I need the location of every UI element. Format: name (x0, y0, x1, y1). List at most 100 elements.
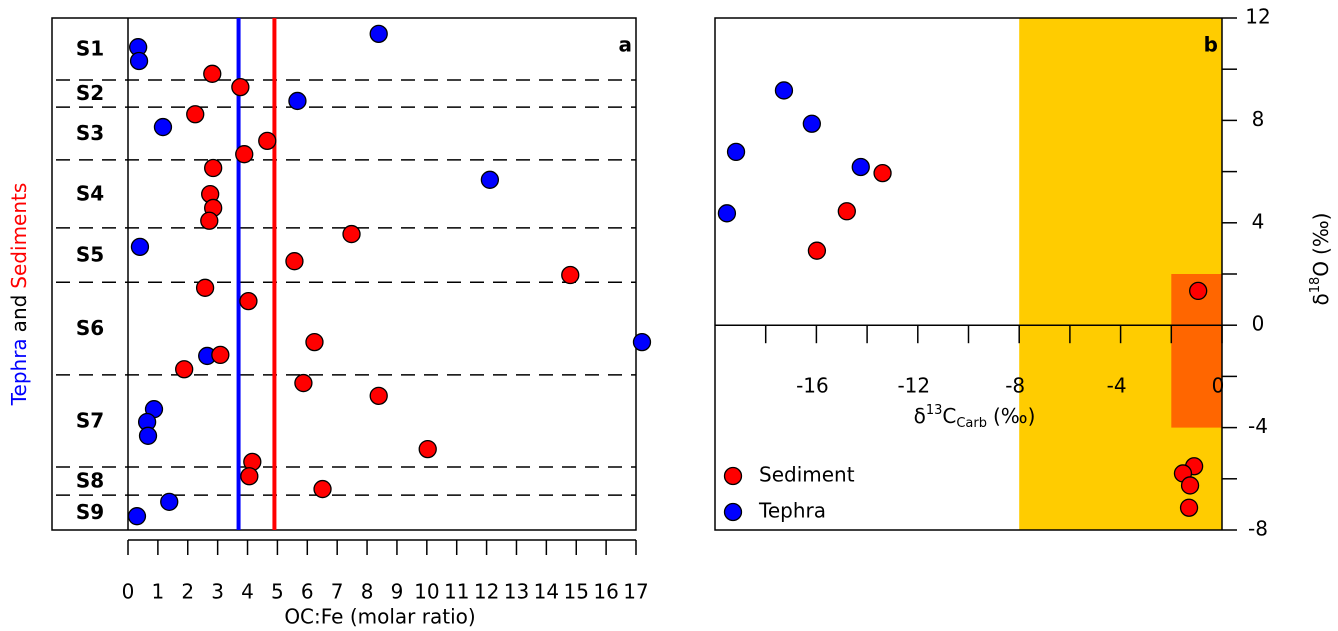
x-tick-label: 16 (593, 580, 618, 604)
axis-label-part: (‰) (1309, 213, 1333, 255)
section-label: S6 (76, 316, 104, 340)
x-tick-label: 17 (623, 580, 648, 604)
axis-label: δ13CCarb (‰) (914, 403, 1036, 431)
x-tick-label: 15 (564, 580, 589, 604)
y-tick-label: -4 (1248, 414, 1268, 438)
data-point (802, 114, 821, 133)
data-point (285, 252, 304, 271)
data-point (369, 386, 388, 406)
data-point (717, 204, 737, 223)
section-label: S1 (76, 36, 104, 60)
data-point (160, 492, 179, 511)
y-axis-label: Tephra and Sediments (7, 183, 31, 407)
data-point (632, 332, 652, 352)
section-label: S4 (76, 181, 104, 205)
y-axis-label-part: Sediments (7, 183, 31, 289)
section-label: S7 (76, 408, 104, 432)
x-tick-label: 2 (181, 580, 194, 604)
x-tick-label: 8 (361, 580, 374, 604)
section-label: S3 (76, 121, 104, 145)
x-tick-label: 4 (241, 580, 254, 604)
data-point (873, 163, 892, 183)
x-tick-label: 0 (1212, 374, 1225, 398)
data-point (129, 51, 149, 71)
data-point (305, 332, 324, 352)
y-tick-label: 0 (1252, 312, 1265, 336)
axis-label-sub: Carb (956, 416, 987, 431)
data-point (807, 241, 827, 260)
y-axis-label-part: Tephra (7, 338, 31, 406)
x-tick-label: 0 (122, 580, 135, 604)
data-point (203, 64, 222, 83)
y-tick-label: 8 (1252, 107, 1265, 131)
axis-label-part: δ (1309, 293, 1333, 305)
x-tick-label: 14 (534, 580, 559, 604)
data-point (1180, 476, 1200, 495)
data-point (774, 81, 794, 100)
y-tick-label: 4 (1252, 209, 1265, 233)
y-tick-label: 12 (1245, 5, 1270, 29)
y-tick-label: -8 (1248, 517, 1268, 541)
data-point (369, 24, 388, 44)
legend-marker (723, 466, 743, 486)
plot-frame (51, 17, 637, 531)
data-point (200, 211, 219, 230)
section-label: S5 (76, 243, 104, 267)
x-tick-label: -4 (1107, 374, 1127, 398)
x-tick-label: 9 (391, 580, 404, 604)
legend-label: Tephra (758, 499, 826, 523)
x-tick-label: 10 (414, 580, 439, 604)
x-tick-label: 13 (504, 580, 529, 604)
x-tick-label: -12 (897, 374, 930, 398)
panel-label: b (1204, 33, 1218, 57)
data-point (235, 145, 254, 164)
x-tick-label: 3 (211, 580, 224, 604)
x-tick-label: 1 (152, 580, 165, 604)
section-label: S2 (76, 81, 104, 105)
data-point (837, 202, 856, 221)
y-axis-label-part: and (7, 295, 31, 333)
x-tick-label: 11 (444, 580, 469, 604)
axis-label-part: (‰) (993, 404, 1035, 428)
data-point (195, 278, 215, 297)
x-tick-label: 12 (474, 580, 499, 604)
data-point (231, 77, 250, 97)
data-point (418, 439, 437, 459)
data-point (240, 467, 259, 486)
data-point (851, 157, 870, 177)
data-point (239, 291, 258, 311)
data-point (561, 265, 580, 285)
data-point (1189, 281, 1208, 301)
axis-label: δ18O (‰) (1308, 213, 1333, 306)
data-point (726, 142, 746, 162)
axis-label-part: δ (914, 404, 926, 428)
x-tick-label: 5 (271, 580, 284, 604)
section-label: S9 (76, 500, 104, 524)
data-point (480, 170, 500, 189)
data-point (313, 479, 332, 499)
data-point (130, 237, 150, 257)
data-point (1179, 498, 1199, 517)
data-point (288, 91, 307, 111)
x-axis-label: OC:Fe (molar ratio) (284, 605, 475, 629)
axis-label-sup: 13 (926, 403, 943, 418)
data-point (186, 105, 205, 124)
data-point (204, 158, 223, 178)
data-point (127, 507, 147, 526)
legend-marker (723, 502, 743, 522)
x-tick-label: -16 (796, 374, 829, 398)
panel-label: a (619, 33, 633, 57)
x-tick-label: 7 (331, 580, 344, 604)
axis-label-part: O (1309, 261, 1333, 277)
x-tick-label: -8 (1005, 374, 1025, 398)
data-point (342, 224, 361, 244)
data-point (211, 345, 230, 365)
legend-label: Sediment (759, 463, 855, 487)
data-point (138, 426, 158, 445)
axis-label-sup: 18 (1308, 277, 1323, 294)
section-label: S8 (76, 469, 104, 493)
data-point (153, 117, 173, 137)
data-point (175, 360, 194, 379)
data-point (294, 373, 313, 393)
